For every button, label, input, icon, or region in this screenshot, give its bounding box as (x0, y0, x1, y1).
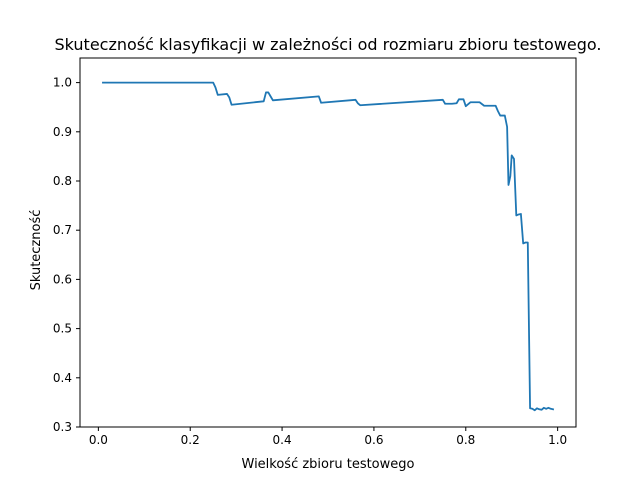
x-tick-label: 0.4 (273, 433, 292, 447)
x-tick-label: 0.2 (181, 433, 200, 447)
x-tick-label: 0.6 (364, 433, 383, 447)
y-tick-label: 0.4 (53, 371, 72, 385)
series-line-0 (102, 81, 555, 412)
plot-area: 0.0 0.2 0.4 0.6 0.8 1.0 0.3 0.4 0.5 0.6 0.7 0.8 0.9 1… (53, 57, 577, 447)
x-tick-label: 1.0 (548, 433, 567, 447)
x-axis-label: Wielkość zbioru testowego (242, 457, 415, 472)
y-tick-label: 0.7 (53, 223, 72, 237)
chart-title: Skuteczność klasyfikacji w zależności od… (54, 35, 601, 54)
x-tick-label: 0.8 (456, 433, 475, 447)
y-tick-label: 0.3 (53, 420, 72, 434)
y-tick-label: 0.8 (53, 174, 72, 188)
axes-frame (79, 57, 577, 428)
y-tick-label: 1.0 (53, 76, 72, 90)
y-tick-label: 0.9 (53, 125, 72, 139)
y-axis-label: Skuteczność (29, 210, 44, 291)
x-tick-label: 0.0 (89, 433, 108, 447)
y-tick-label: 0.6 (53, 272, 72, 286)
y-tick-label: 0.5 (53, 322, 72, 336)
